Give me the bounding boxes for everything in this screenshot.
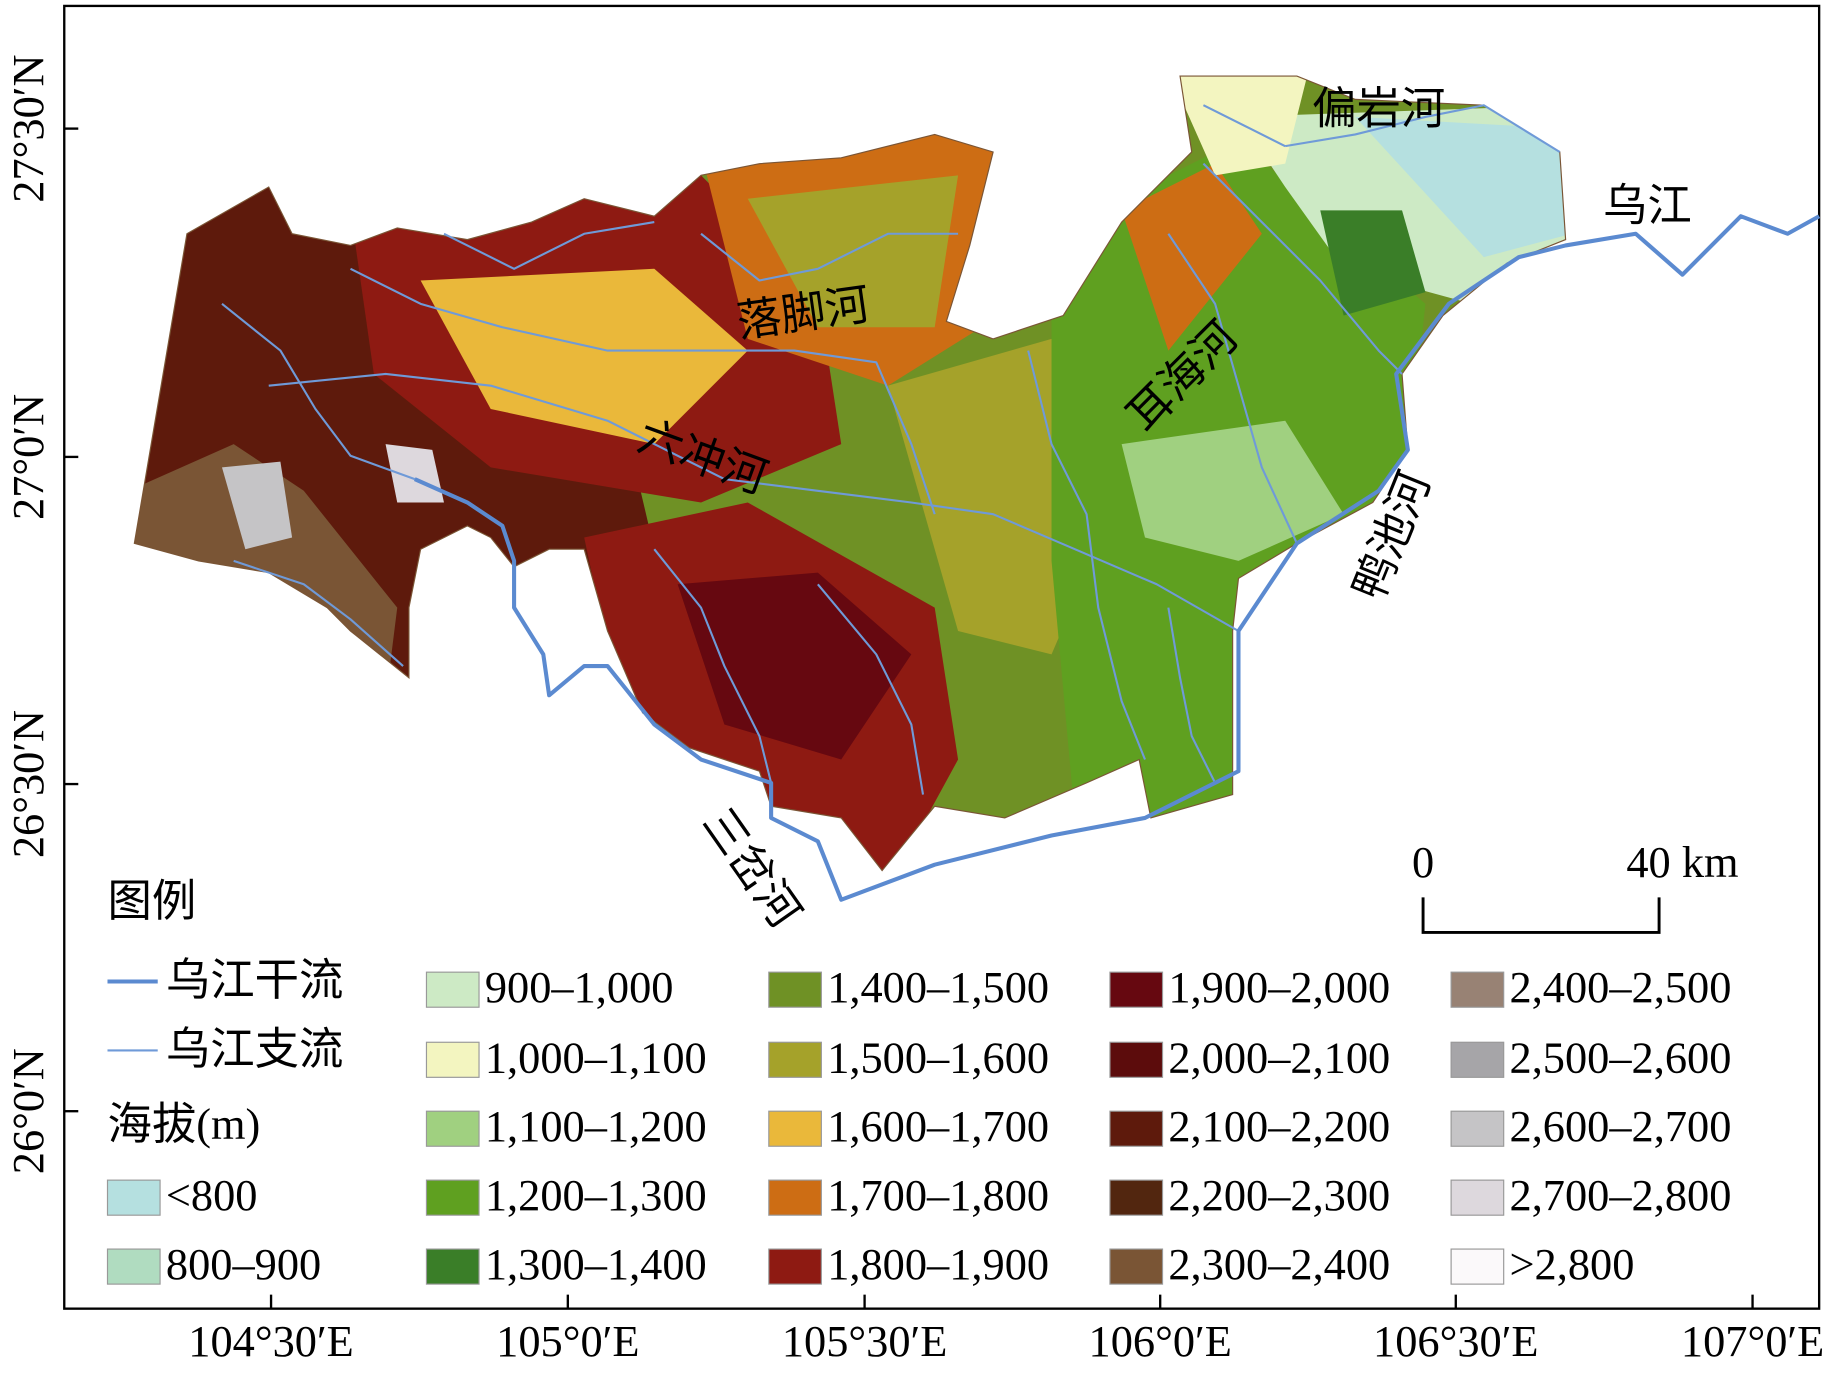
tributary-river [1167, 607, 1217, 784]
y-tick-label: 26°0′N [3, 1048, 53, 1174]
scale-start: 0 [1412, 837, 1434, 887]
legend-label: 乌江支流 [166, 1024, 343, 1074]
legend-label: 1,700–1,800 [827, 1170, 1049, 1220]
legend-label: 1,800–1,900 [827, 1239, 1049, 1289]
scale-bar [1421, 897, 1661, 934]
x-tick-label: 104°30′E [188, 1316, 354, 1366]
tributaries [221, 104, 1561, 795]
legend-label: 1,100–1,200 [485, 1101, 707, 1151]
legend-swatch [425, 1248, 480, 1285]
tributary-river [268, 372, 1239, 632]
tributary-river [350, 267, 936, 515]
legend-swatch [1450, 1179, 1505, 1216]
main-river [413, 214, 1821, 902]
terrain-hill [1320, 210, 1426, 316]
legend-label: >2,800 [1510, 1239, 1635, 1289]
legend-label: 1,400–1,500 [827, 962, 1049, 1012]
legend-swatch [425, 971, 480, 1008]
legend-swatch [1109, 1041, 1164, 1078]
legend-label: 2,600–2,700 [1510, 1101, 1732, 1151]
scale-end: 40 km [1626, 837, 1738, 887]
tributary-river [1202, 104, 1286, 148]
legend-label: 900–1,000 [485, 962, 674, 1012]
x-tick-label: 106°30′E [1373, 1316, 1538, 1366]
legend-swatch [1109, 1179, 1164, 1216]
y-tick-label: 27°0′N [3, 394, 53, 520]
legend-swatch [106, 1248, 161, 1285]
y-tick-label: 26°30′N [3, 710, 53, 858]
legend-label: 2,300–2,400 [1168, 1239, 1390, 1289]
tributary-river [1167, 233, 1298, 544]
terrain-lowland [1355, 116, 1566, 258]
legend-swatch [1450, 1248, 1505, 1285]
legend-label: 2,100–2,200 [1168, 1101, 1390, 1151]
legend-label: 1,300–1,400 [485, 1239, 707, 1289]
legend-swatch [425, 1110, 480, 1147]
legend-label: 2,400–2,500 [1510, 962, 1732, 1012]
legend-swatch [1109, 1248, 1164, 1285]
legend-label: 1,500–1,600 [827, 1032, 1049, 1082]
legend-label: 海拔(m) [107, 1099, 260, 1149]
legend-label: 2,500–2,600 [1510, 1032, 1732, 1082]
legend-swatch [1450, 1110, 1505, 1147]
x-tick-label: 105°30′E [782, 1316, 948, 1366]
tributary-river [233, 559, 404, 667]
legend-label: 乌江干流 [166, 955, 343, 1005]
legend-label: 1,000–1,100 [485, 1032, 707, 1082]
legend-title: 图例 [107, 876, 196, 926]
legend-swatch [1109, 1110, 1164, 1147]
legend-label: 1,600–1,700 [827, 1101, 1049, 1151]
legend-swatch [768, 971, 822, 1008]
tributary-river [1202, 162, 1403, 375]
legend-label: 2,700–2,800 [1510, 1170, 1732, 1220]
legend-elevation: <800 800–900 900–1,000 1,000–1,100 1,100–1,2… [106, 962, 1732, 1289]
legend-swatch [425, 1041, 480, 1078]
terrain-ridge [420, 268, 748, 445]
tributary-river [653, 548, 773, 784]
tributary-river [1285, 104, 1561, 153]
x-tick-label: 106°0′E [1089, 1316, 1232, 1366]
legend-swatch [1450, 971, 1505, 1008]
legend-label: 800–900 [166, 1239, 321, 1289]
x-tick-label: 107°0′E [1681, 1316, 1824, 1366]
legend-label: 2,200–2,300 [1168, 1170, 1390, 1220]
legend-swatch [768, 1248, 822, 1285]
tributary-river [817, 583, 925, 795]
tributary-river [443, 221, 655, 270]
legend-swatch [768, 1110, 822, 1147]
legend-label: <800 [166, 1170, 258, 1220]
legend-label: 2,000–2,100 [1168, 1032, 1390, 1082]
tributary-river [1027, 350, 1146, 760]
legend-label: 1,200–1,300 [485, 1170, 707, 1220]
terrain-south-high [677, 572, 912, 760]
tributary-river [700, 232, 959, 282]
legend-swatch [768, 1041, 822, 1078]
legend-swatch [768, 1179, 822, 1216]
tributary-river [221, 303, 416, 481]
legend-swatch [425, 1179, 480, 1216]
axis-ticks: 104°30′E 105°0′E 105°30′E 106°0′E 106°30′E 10… [3, 54, 1824, 1366]
y-tick-label: 27°30′N [3, 54, 53, 202]
legend-swatch [106, 1179, 161, 1216]
legend-swatch [1450, 1041, 1505, 1078]
x-tick-label: 105°0′E [496, 1316, 639, 1366]
terrain-east-ridge [1121, 163, 1262, 351]
legend-swatch [1109, 971, 1164, 1008]
terrain-peak [385, 444, 444, 503]
legend-label: 1,900–2,000 [1168, 962, 1390, 1012]
river-label: 偏岩河 [1312, 84, 1445, 134]
river-label: 乌江 [1603, 181, 1692, 231]
terrain-peak [221, 461, 293, 550]
